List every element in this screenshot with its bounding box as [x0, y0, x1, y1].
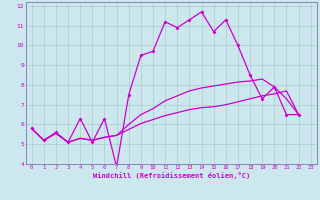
X-axis label: Windchill (Refroidissement éolien,°C): Windchill (Refroidissement éolien,°C) — [92, 172, 250, 179]
